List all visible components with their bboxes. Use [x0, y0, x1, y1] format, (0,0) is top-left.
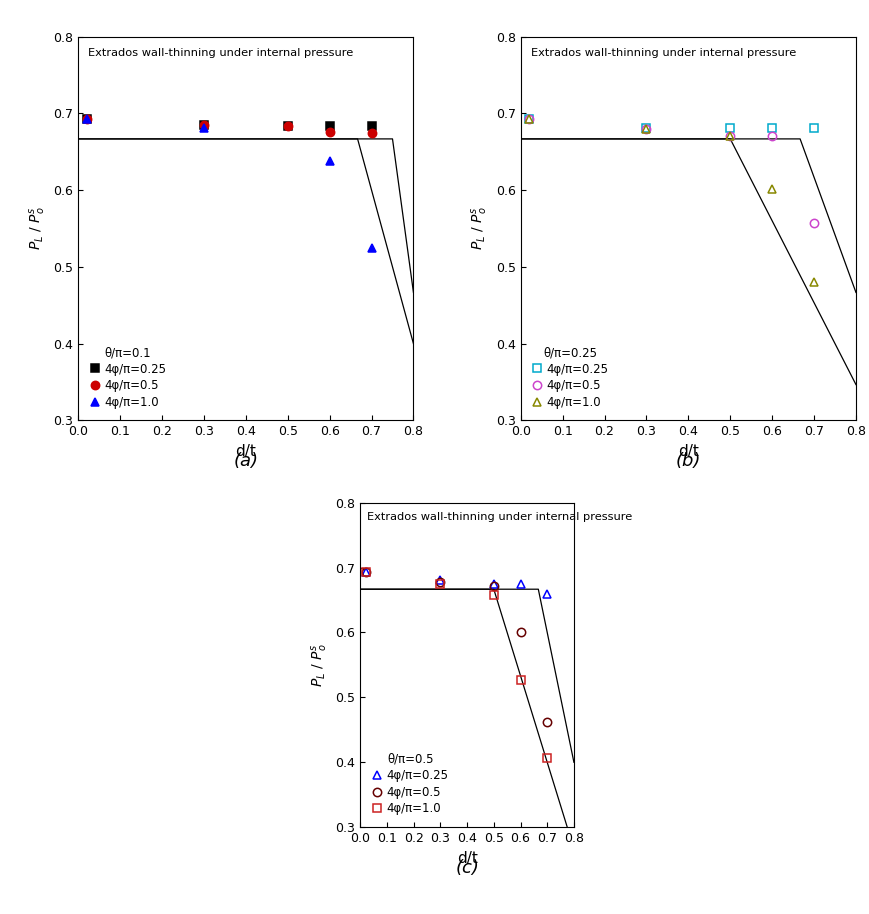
4φ/π=1.0 [641, 124, 652, 135]
4φ/π=0.25 [367, 121, 377, 132]
Y-axis label: $P_L$ / $P^s_o$: $P_L$ / $P^s_o$ [310, 643, 330, 686]
4φ/π=1.0 [199, 122, 209, 133]
Text: Extrados wall-thinning under internal pressure: Extrados wall-thinning under internal pr… [367, 513, 632, 523]
Line: 4φ/π=0.5: 4φ/π=0.5 [362, 568, 551, 727]
4φ/π=0.5 [282, 120, 293, 131]
Line: 4φ/π=0.5: 4φ/π=0.5 [83, 115, 375, 137]
Line: 4φ/π=1.0: 4φ/π=1.0 [525, 115, 819, 286]
4φ/π=0.25 [361, 567, 371, 578]
4φ/π=1.0 [767, 184, 778, 195]
Line: 4φ/π=0.25: 4φ/π=0.25 [83, 115, 375, 131]
4φ/π=0.5 [515, 627, 526, 638]
Line: 4φ/π=0.25: 4φ/π=0.25 [525, 115, 819, 133]
4φ/π=0.5 [542, 717, 553, 728]
X-axis label: d/t: d/t [678, 444, 699, 459]
4φ/π=0.25 [542, 588, 553, 599]
4φ/π=0.25 [524, 114, 534, 125]
Text: (a): (a) [234, 452, 258, 471]
4φ/π=0.25 [199, 120, 209, 131]
4φ/π=1.0 [324, 155, 335, 166]
4φ/π=0.5 [767, 130, 778, 141]
X-axis label: d/t: d/t [456, 851, 478, 866]
4φ/π=0.25 [725, 122, 735, 133]
4φ/π=0.25 [82, 114, 92, 125]
4φ/π=0.5 [524, 114, 534, 125]
4φ/π=1.0 [542, 753, 553, 764]
4φ/π=0.5 [199, 120, 209, 131]
Y-axis label: $P_L$ / $P^s_o$: $P_L$ / $P^s_o$ [28, 207, 48, 250]
4φ/π=0.5 [82, 114, 92, 125]
Legend: 4φ/π=0.25, 4φ/π=0.5, 4φ/π=1.0: 4φ/π=0.25, 4φ/π=0.5, 4φ/π=1.0 [369, 750, 451, 818]
Line: 4φ/π=1.0: 4φ/π=1.0 [362, 568, 551, 762]
4φ/π=1.0 [524, 114, 534, 125]
4φ/π=0.5 [324, 126, 335, 137]
Text: (c): (c) [455, 859, 479, 877]
4φ/π=0.25 [435, 574, 446, 585]
4φ/π=0.25 [641, 122, 652, 133]
4φ/π=1.0 [361, 567, 371, 578]
Text: (b): (b) [676, 452, 701, 471]
4φ/π=1.0 [809, 277, 819, 288]
Text: Extrados wall-thinning under internal pressure: Extrados wall-thinning under internal pr… [531, 48, 796, 58]
4φ/π=1.0 [367, 243, 377, 254]
4φ/π=0.5 [361, 567, 371, 578]
Line: 4φ/π=1.0: 4φ/π=1.0 [83, 115, 375, 252]
4φ/π=0.25 [282, 120, 293, 131]
4φ/π=0.25 [488, 579, 499, 590]
Y-axis label: $P_L$ / $P^s_o$: $P_L$ / $P^s_o$ [470, 207, 490, 250]
Text: Extrados wall-thinning under internal pressure: Extrados wall-thinning under internal pr… [89, 48, 354, 58]
4φ/π=0.5 [725, 130, 735, 141]
Legend: 4φ/π=0.25, 4φ/π=0.5, 4φ/π=1.0: 4φ/π=0.25, 4φ/π=0.5, 4φ/π=1.0 [88, 344, 169, 411]
4φ/π=0.5 [809, 218, 819, 228]
Line: 4φ/π=0.5: 4φ/π=0.5 [525, 115, 819, 228]
4φ/π=0.25 [767, 122, 778, 133]
4φ/π=0.5 [641, 124, 652, 135]
4φ/π=0.25 [324, 120, 335, 131]
Line: 4φ/π=0.25: 4φ/π=0.25 [362, 568, 551, 598]
4φ/π=0.5 [367, 127, 377, 138]
4φ/π=0.5 [435, 577, 446, 588]
4φ/π=1.0 [82, 114, 92, 125]
Legend: 4φ/π=0.25, 4φ/π=0.5, 4φ/π=1.0: 4φ/π=0.25, 4φ/π=0.5, 4φ/π=1.0 [530, 344, 611, 411]
4φ/π=0.5 [488, 581, 499, 592]
4φ/π=1.0 [515, 675, 526, 686]
4φ/π=0.25 [515, 579, 526, 590]
4φ/π=1.0 [488, 590, 499, 601]
4φ/π=1.0 [725, 130, 735, 141]
4φ/π=0.25 [809, 122, 819, 133]
4φ/π=1.0 [435, 579, 446, 590]
X-axis label: d/t: d/t [235, 444, 256, 459]
